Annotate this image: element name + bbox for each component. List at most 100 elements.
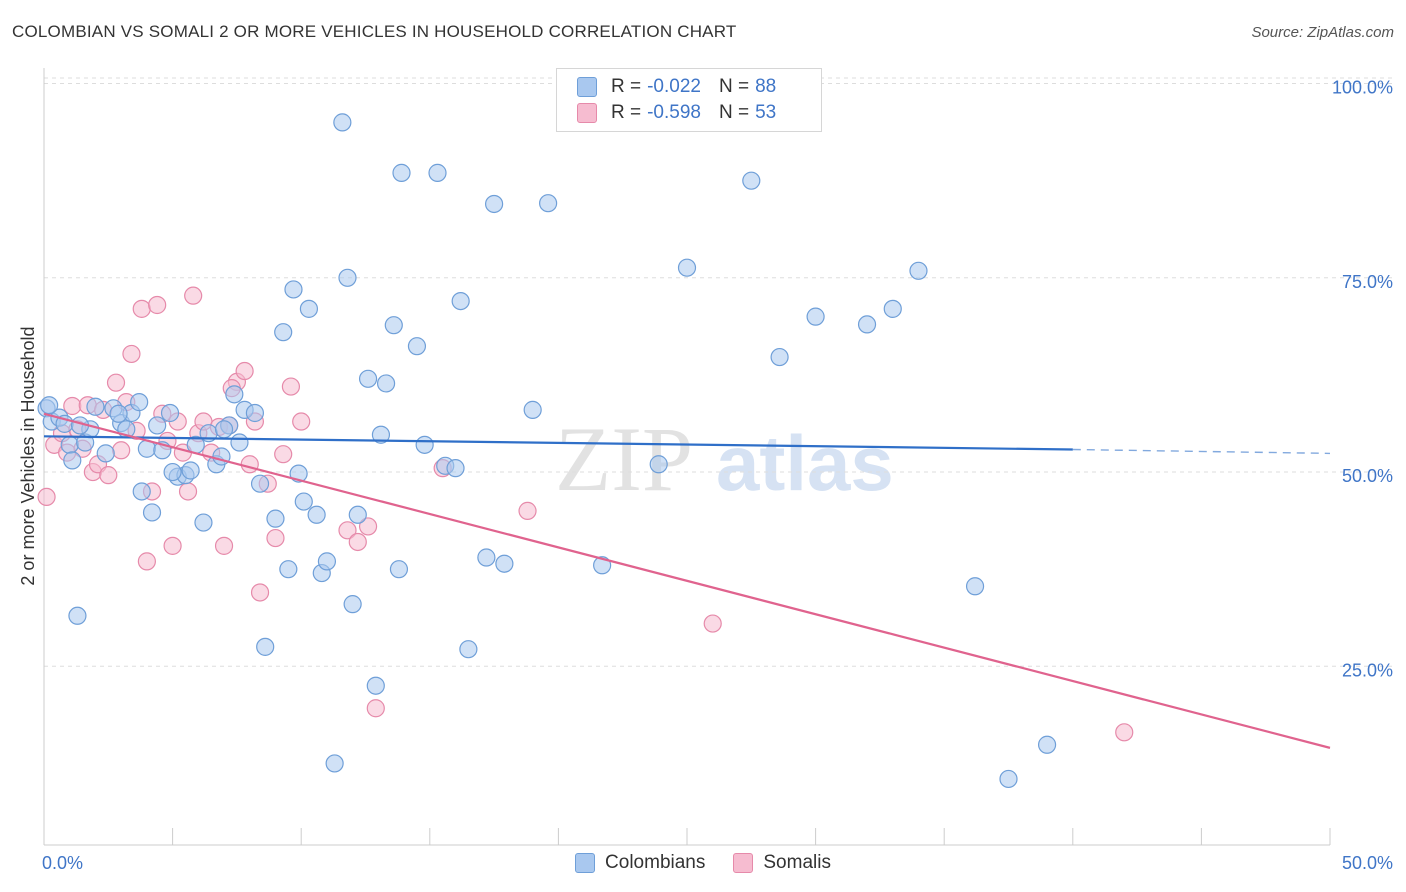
colombian-point [376,374,396,393]
colombian-point [965,577,985,596]
legend-label-colombians: Colombians [605,852,706,873]
somali-point [266,528,285,548]
somali-point [235,361,254,381]
somali-point [366,699,385,718]
chart-title: COLOMBIAN VS SOMALI 2 OR MORE VEHICLES I… [12,22,737,41]
somali-point [250,583,270,602]
colombian-point [299,299,319,318]
colombian-point [40,396,59,415]
colombian-point [742,171,761,190]
colombian-point [999,769,1018,789]
somali-point [358,517,378,536]
colombian-point [384,316,403,335]
colombian-point [459,640,478,659]
somali-point [1115,723,1134,742]
y-tick-label: 75.0% [1342,272,1393,292]
colombian-point [230,433,249,452]
legend-label-somalis: Somalis [763,852,831,873]
colombian-point [194,513,213,532]
colombian-point [677,258,697,277]
colombian-point [284,280,303,299]
colombian-point [495,554,514,573]
x-tick-label: 0.0% [42,853,83,873]
colombians-trend-extension [1072,448,1331,455]
colombian-point [593,556,612,575]
legend-item-somalis[interactable]: Somalis [733,852,831,874]
colombian-point [909,261,928,280]
colombian-point [883,299,902,318]
colombian-point [63,451,82,470]
somalis-trend-line [43,412,1331,749]
x-tick-label: 50.0% [1342,853,1393,873]
somali-point [703,614,722,633]
y-tick-label: 50.0% [1342,466,1393,486]
somali-point [99,466,118,485]
legend-r-label: R = [611,102,642,123]
legend-n-value: 53 [755,102,777,123]
colombians-points [37,113,1057,789]
source-credit: Source: ZipAtlas.com [1251,24,1394,41]
somali-point [518,501,537,520]
y-tick-label: 100.0% [1332,78,1393,98]
colombian-point [348,505,367,524]
legend-n-value: 88 [755,76,777,97]
colombian-point [338,268,357,287]
somali-point [348,532,367,552]
colombian-point [148,416,167,435]
colombian-point [366,676,385,695]
somali-point [178,482,198,501]
colombian-point [407,337,427,356]
legend-swatch-somalis [733,853,754,873]
colombian-point [770,347,789,367]
colombian-point [371,425,391,444]
colombian-point [307,505,326,524]
colombian-point [415,435,434,454]
colombian-point [96,444,115,463]
colombian-point [857,315,877,334]
somali-point [281,377,301,396]
somali-point [132,299,151,318]
somali-point [137,552,156,571]
somali-point [184,286,203,305]
trend-lines [43,412,1331,749]
colombian-point [279,560,298,579]
series-legend: Colombians Somalis [0,852,1406,874]
colombian-point [142,503,162,522]
colombian-point [451,292,470,311]
colombian-point [477,548,496,567]
colombian-point [523,400,542,419]
legend-r-value: -0.022 [647,76,701,97]
colombian-point [649,455,668,474]
colombian-point [317,552,337,571]
colombian-point [266,509,285,528]
somali-point [37,487,56,507]
colombian-point [343,595,362,614]
somali-point [214,536,234,555]
colombian-point [333,113,352,132]
legend-row-somalis: R = -0.598 N = 53 [577,101,776,125]
colombian-point [160,403,180,423]
colombian-point [806,307,825,326]
stats-legend: R = -0.022 N = 88 R = -0.598 N = 53 [556,68,822,132]
legend-row-colombians: R = -0.022 N = 88 [577,75,776,99]
legend-r-value: -0.598 [647,102,701,123]
somali-point [163,536,182,555]
colombian-point [485,194,504,214]
somali-point [292,412,311,431]
watermark-atlas: atlas [716,419,894,507]
y-axis-label: 2 or more Vehicles in Household [18,326,38,585]
colombian-point [358,369,378,388]
somali-point [338,521,357,540]
colombian-point [325,754,344,773]
colombian-point [250,474,270,493]
colombian-point [225,385,244,404]
legend-swatch-colombians [577,77,597,97]
somali-point [274,445,293,464]
watermark: ZIP atlas [555,408,894,510]
somali-point [112,441,131,460]
colombian-point [428,163,447,182]
legend-n-label: N = [718,76,750,97]
colombian-point [109,404,128,423]
colombian-point [294,492,313,511]
legend-item-colombians[interactable]: Colombians [575,852,705,874]
